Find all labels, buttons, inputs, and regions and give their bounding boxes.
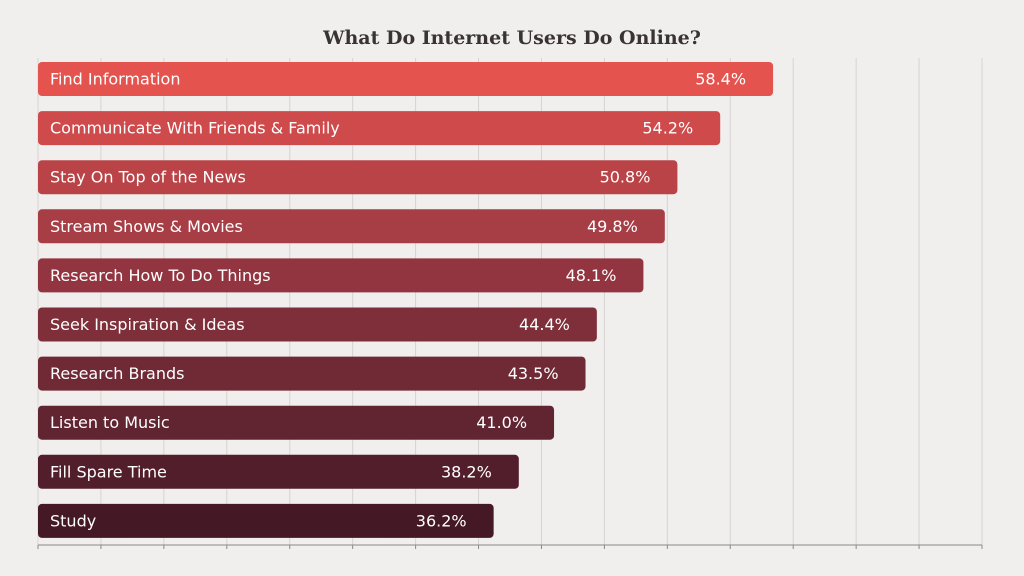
bar [38, 307, 597, 342]
bar [38, 454, 519, 489]
category-label: Study [50, 511, 96, 530]
value-label: 38.2% [441, 462, 492, 481]
value-label: 48.1% [566, 266, 617, 285]
bar [38, 356, 586, 391]
value-label: 54.2% [642, 119, 693, 138]
value-label: 50.8% [600, 168, 651, 187]
category-label: Research Brands [50, 364, 184, 383]
value-label: 43.5% [508, 364, 559, 383]
bar [38, 62, 774, 96]
category-label: Communicate With Friends & Family [50, 119, 340, 138]
value-label: 44.4% [519, 315, 570, 334]
category-label: Listen to Music [50, 413, 170, 432]
category-label: Find Information [50, 70, 180, 89]
category-label: Stream Shows & Movies [50, 217, 243, 236]
bar [38, 405, 555, 440]
chart-title: What Do Internet Users Do Online? [322, 27, 701, 49]
bar [38, 258, 644, 293]
category-label: Research How To Do Things [50, 266, 271, 285]
bar [38, 503, 494, 538]
bar [38, 209, 665, 244]
category-label: Stay On Top of the News [50, 168, 246, 187]
category-label: Seek Inspiration & Ideas [50, 315, 245, 334]
category-label: Fill Spare Time [50, 462, 167, 481]
value-label: 58.4% [695, 70, 746, 89]
value-label: 36.2% [416, 511, 467, 530]
value-label: 49.8% [587, 217, 638, 236]
value-label: 41.0% [476, 413, 527, 432]
bar [38, 111, 721, 146]
bar [38, 160, 678, 195]
